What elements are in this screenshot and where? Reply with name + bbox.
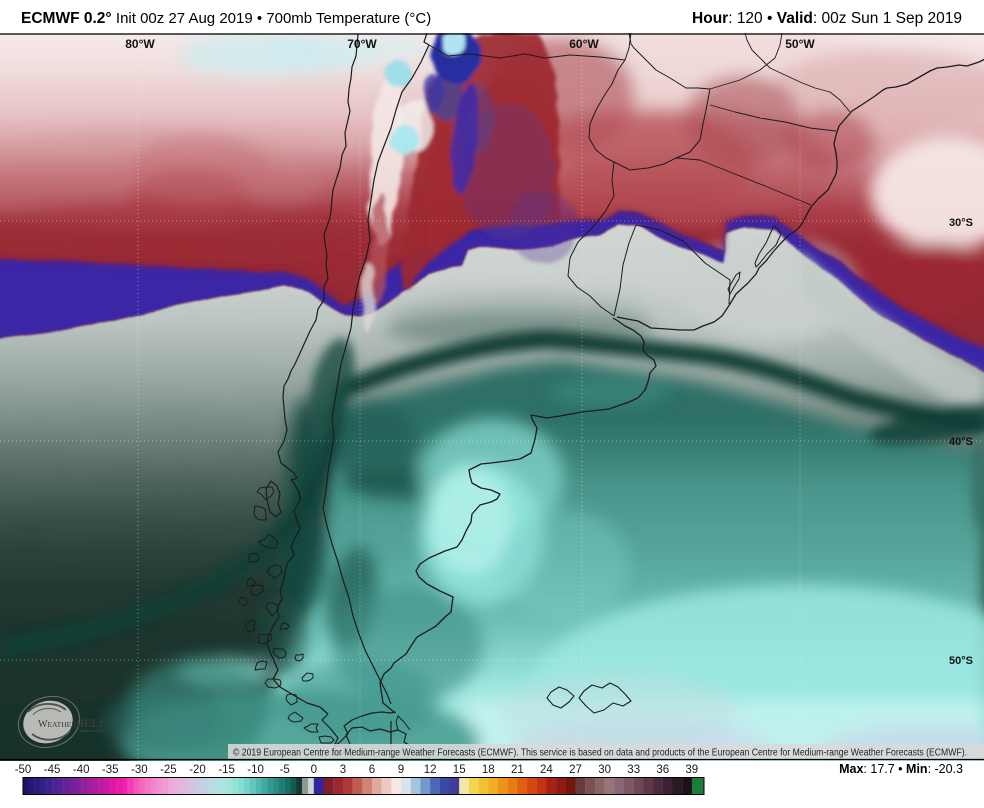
svg-text:-20: -20 — [189, 764, 206, 776]
svg-text:0: 0 — [311, 764, 317, 776]
svg-text:36: 36 — [656, 764, 669, 776]
svg-text:-5: -5 — [280, 764, 290, 776]
svg-text:50°W: 50°W — [785, 37, 815, 51]
svg-text:30: 30 — [598, 764, 611, 776]
svg-text:50°S: 50°S — [949, 655, 973, 667]
svg-text:-35: -35 — [102, 764, 119, 776]
svg-text:21: 21 — [511, 764, 524, 776]
svg-text:40°S: 40°S — [949, 436, 973, 448]
svg-text:6: 6 — [369, 764, 375, 776]
svg-text:-10: -10 — [247, 764, 264, 776]
svg-text:15: 15 — [453, 764, 466, 776]
svg-text:-50: -50 — [15, 764, 32, 776]
svg-text:12: 12 — [424, 764, 437, 776]
svg-text:33: 33 — [627, 764, 640, 776]
svg-text:-25: -25 — [160, 764, 177, 776]
svg-text:-30: -30 — [131, 764, 148, 776]
svg-text:24: 24 — [540, 764, 553, 776]
svg-text:Analytics LLC: Analytics LLC — [79, 728, 103, 733]
svg-text:-15: -15 — [218, 764, 235, 776]
svg-text:80°W: 80°W — [125, 37, 155, 51]
svg-text:30°S: 30°S — [949, 217, 973, 229]
svg-text:-40: -40 — [73, 764, 90, 776]
svg-text:18: 18 — [482, 764, 495, 776]
svg-text:70°W: 70°W — [347, 37, 377, 51]
svg-text:39: 39 — [685, 764, 698, 776]
svg-text:3: 3 — [340, 764, 346, 776]
svg-text:WEATHERBELL: WEATHERBELL — [38, 718, 107, 730]
svg-text:-45: -45 — [44, 764, 61, 776]
svg-text:27: 27 — [569, 764, 582, 776]
svg-text:60°W: 60°W — [569, 37, 599, 51]
svg-text:Max: 17.7 • Min: -20.3: Max: 17.7 • Min: -20.3 — [839, 762, 963, 776]
svg-text:9: 9 — [398, 764, 404, 776]
svg-text:© 2019 European Centre for Med: © 2019 European Centre for Medium-range … — [233, 748, 967, 759]
